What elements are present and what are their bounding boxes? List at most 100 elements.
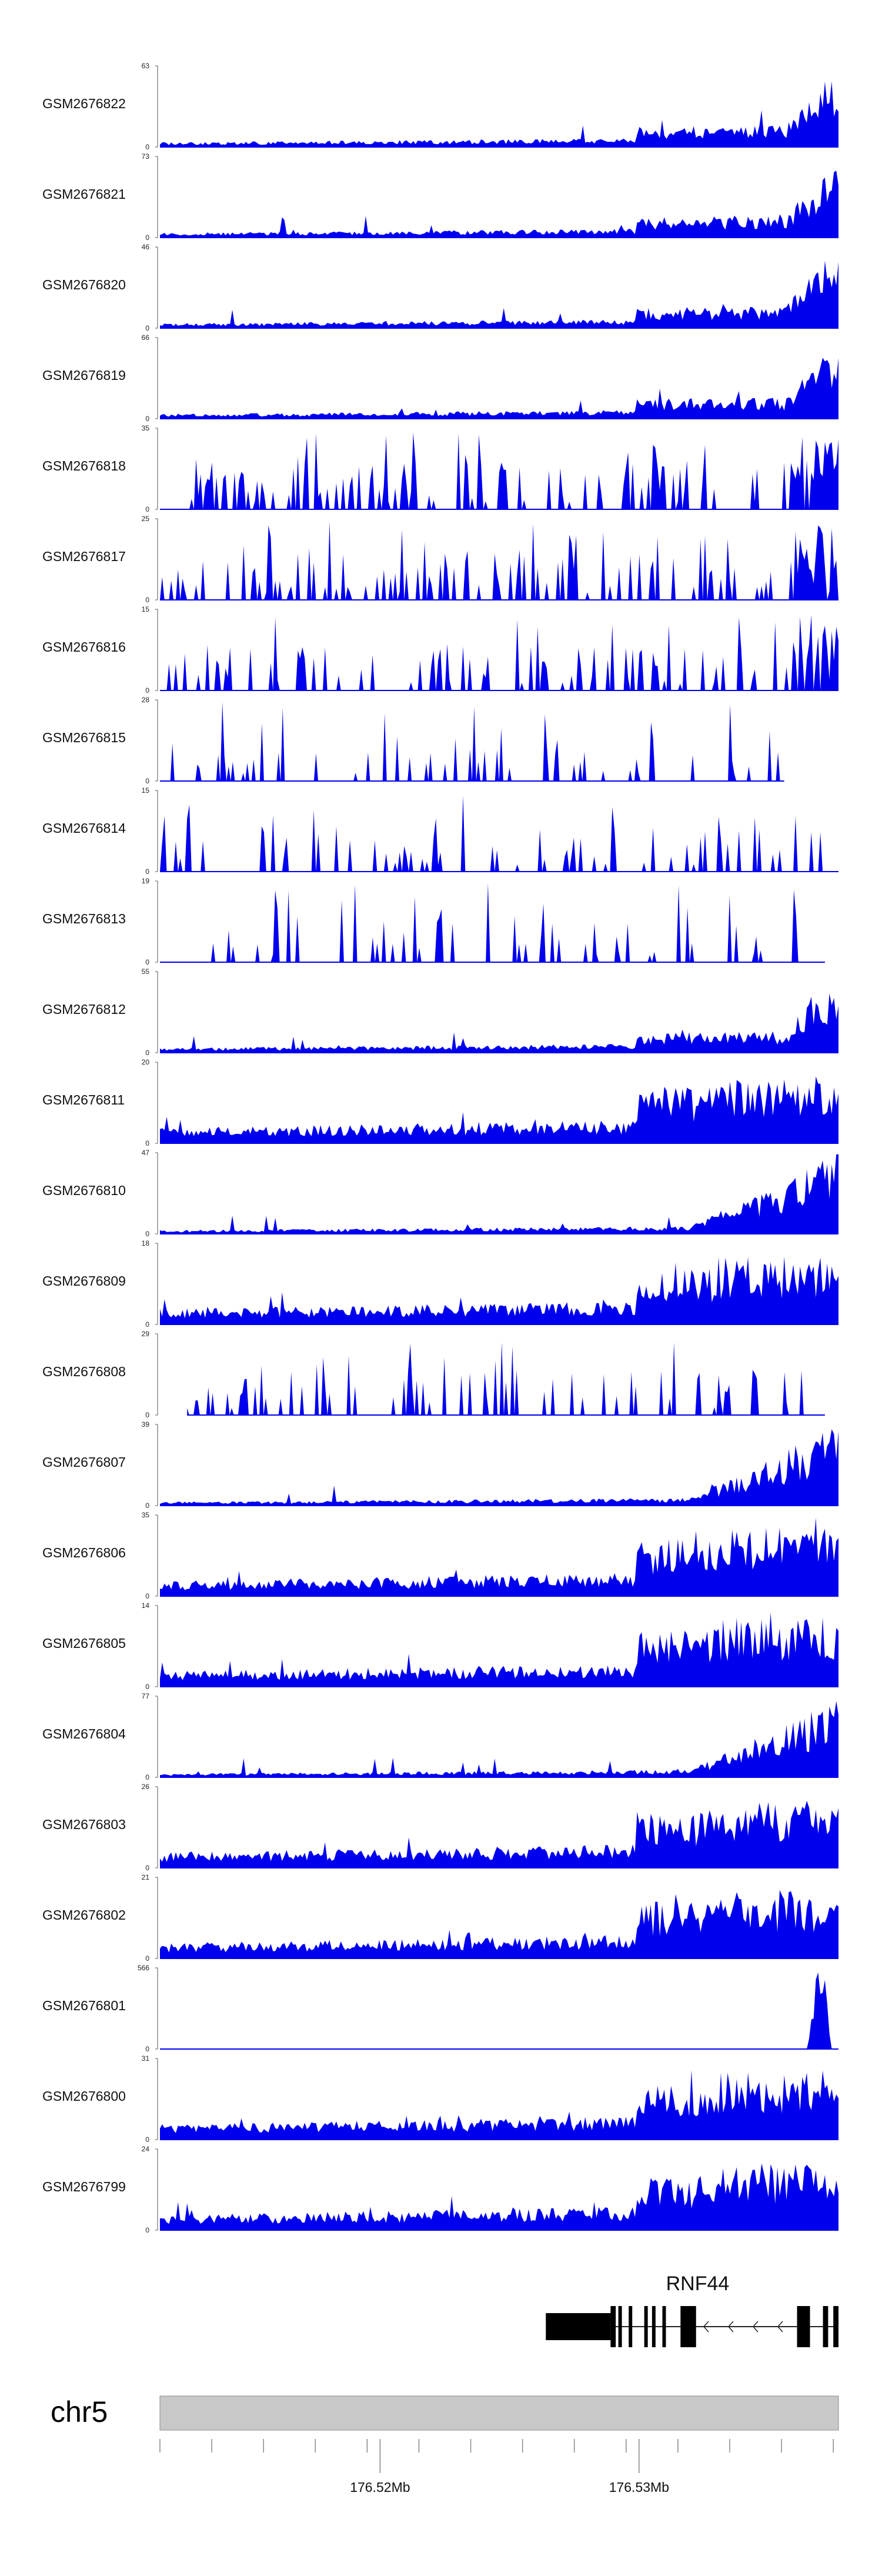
- track-name: GSM2676817: [42, 549, 126, 564]
- y-min-label: 0: [145, 233, 149, 242]
- signal-area: [160, 2070, 838, 2140]
- y-max-label: 46: [142, 243, 150, 251]
- track-name: GSM2676815: [42, 730, 126, 745]
- signal-track: GSM2676804 77 0: [42, 1692, 838, 1781]
- gene-name: RNF44: [666, 2273, 730, 2295]
- y-max-label: 28: [142, 696, 150, 704]
- signal-area: [160, 1800, 838, 1868]
- y-min-label: 0: [145, 1139, 149, 1147]
- gene-exon: [797, 2306, 810, 2347]
- y-min-label: 0: [145, 1864, 149, 1872]
- track-name: GSM2676821: [42, 186, 126, 202]
- gene-exon: [546, 2313, 611, 2340]
- y-min-label: 0: [145, 1320, 149, 1329]
- track-name: GSM2676803: [42, 1817, 126, 1832]
- track-name: GSM2676819: [42, 368, 126, 383]
- signal-track: GSM2676801 566 0: [42, 1964, 838, 2053]
- y-min-label: 0: [145, 867, 149, 876]
- signal-track: GSM2676817 25 0: [42, 515, 838, 604]
- y-min-label: 0: [145, 1954, 149, 1963]
- track-name: GSM2676804: [42, 1726, 126, 1741]
- signal-area: [160, 615, 838, 690]
- y-max-label: 566: [138, 1964, 149, 1972]
- y-min-label: 0: [145, 1411, 149, 1419]
- track-name: GSM2676820: [42, 277, 126, 292]
- track-name: GSM2676806: [42, 1545, 126, 1560]
- signal-area: [160, 358, 838, 419]
- y-min-label: 0: [145, 1501, 149, 1510]
- track-name: GSM2676822: [42, 96, 126, 111]
- gene-exon: [629, 2306, 633, 2347]
- signal-area: [160, 81, 838, 147]
- signal-track: GSM2676813 19 0: [42, 877, 825, 966]
- signal-area: [160, 1890, 838, 1958]
- signal-area: [160, 883, 825, 962]
- signal-track: GSM2676821 73 0: [42, 152, 838, 242]
- track-name: GSM2676814: [42, 820, 126, 836]
- y-min-label: 0: [145, 415, 149, 423]
- y-min-label: 0: [145, 1049, 149, 1057]
- y-max-label: 18: [142, 1239, 150, 1247]
- track-name: GSM2676800: [42, 2088, 126, 2104]
- y-min-label: 0: [145, 2226, 149, 2234]
- gene-model: RNF44: [546, 2273, 838, 2347]
- signal-area: [160, 993, 838, 1053]
- signal-area: [160, 1429, 838, 1506]
- y-min-label: 0: [145, 1230, 149, 1238]
- signal-area: [160, 1154, 838, 1234]
- signal-area: [187, 1342, 825, 1415]
- signal-track: GSM2676812 55 0: [42, 967, 838, 1057]
- signal-track: GSM2676806 35 0: [42, 1511, 838, 1600]
- strand-arrow-icon: [727, 2321, 734, 2333]
- y-max-label: 47: [142, 1149, 150, 1157]
- y-max-label: 73: [142, 152, 150, 161]
- signal-area: [160, 261, 838, 328]
- strand-arrow-icon: [703, 2321, 709, 2333]
- signal-area: [160, 1256, 838, 1324]
- x-tick-label: 176.52Mb: [350, 2480, 410, 2495]
- y-max-label: 77: [142, 1692, 150, 1700]
- y-min-label: 0: [145, 2045, 149, 2053]
- signal-track: GSM2676802 21 0: [42, 1873, 838, 1963]
- track-name: GSM2676811: [42, 1092, 125, 1107]
- y-min-label: 0: [145, 2135, 149, 2144]
- signal-area: [160, 795, 838, 872]
- signal-track: GSM2676805 14 0: [42, 1601, 838, 1691]
- y-min-label: 0: [145, 1773, 149, 1781]
- track-name: GSM2676801: [42, 1998, 126, 2013]
- signal-track: GSM2676800 31 0: [42, 2054, 838, 2144]
- track-name: GSM2676808: [42, 1364, 126, 1379]
- y-max-label: 35: [142, 424, 150, 432]
- track-name: GSM2676802: [42, 1907, 126, 1923]
- signal-track: GSM2676799 24 0: [42, 2145, 838, 2234]
- signal-track: GSM2676810 47 0: [42, 1149, 838, 1238]
- strand-arrow-icon: [752, 2321, 759, 2333]
- gene-exon: [823, 2306, 828, 2347]
- signal-track: GSM2676808 29 0: [42, 1330, 825, 1419]
- gene-exon: [610, 2306, 616, 2347]
- track-name: GSM2676812: [42, 1002, 126, 1017]
- track-name: GSM2676805: [42, 1636, 126, 1651]
- x-tick-label: 176.53Mb: [609, 2480, 669, 2495]
- y-min-label: 0: [145, 958, 149, 966]
- signal-track: GSM2676819 66 0: [42, 333, 838, 423]
- gene-exon: [833, 2306, 838, 2347]
- gene-exon: [644, 2306, 648, 2347]
- signal-track: GSM2676814 15 0: [42, 786, 838, 876]
- gene-exon: [680, 2306, 696, 2347]
- y-max-label: 24: [142, 2145, 150, 2153]
- y-max-label: 63: [142, 62, 150, 70]
- strand-arrow-icon: [777, 2321, 783, 2333]
- track-name: GSM2676809: [42, 1273, 126, 1289]
- signal-area: [160, 1701, 838, 1777]
- signal-track: GSM2676822 63 0: [42, 62, 838, 151]
- gene-exon: [662, 2306, 666, 2347]
- y-max-label: 55: [142, 967, 150, 976]
- y-max-label: 26: [142, 1783, 150, 1791]
- y-max-label: 15: [142, 605, 150, 613]
- chromosome-axis: chr5 176.52Mb 176.53Mb: [51, 2395, 839, 2495]
- y-max-label: 21: [142, 1873, 150, 1881]
- y-max-label: 35: [142, 1511, 150, 1519]
- track-name: GSM2676807: [42, 1454, 126, 1470]
